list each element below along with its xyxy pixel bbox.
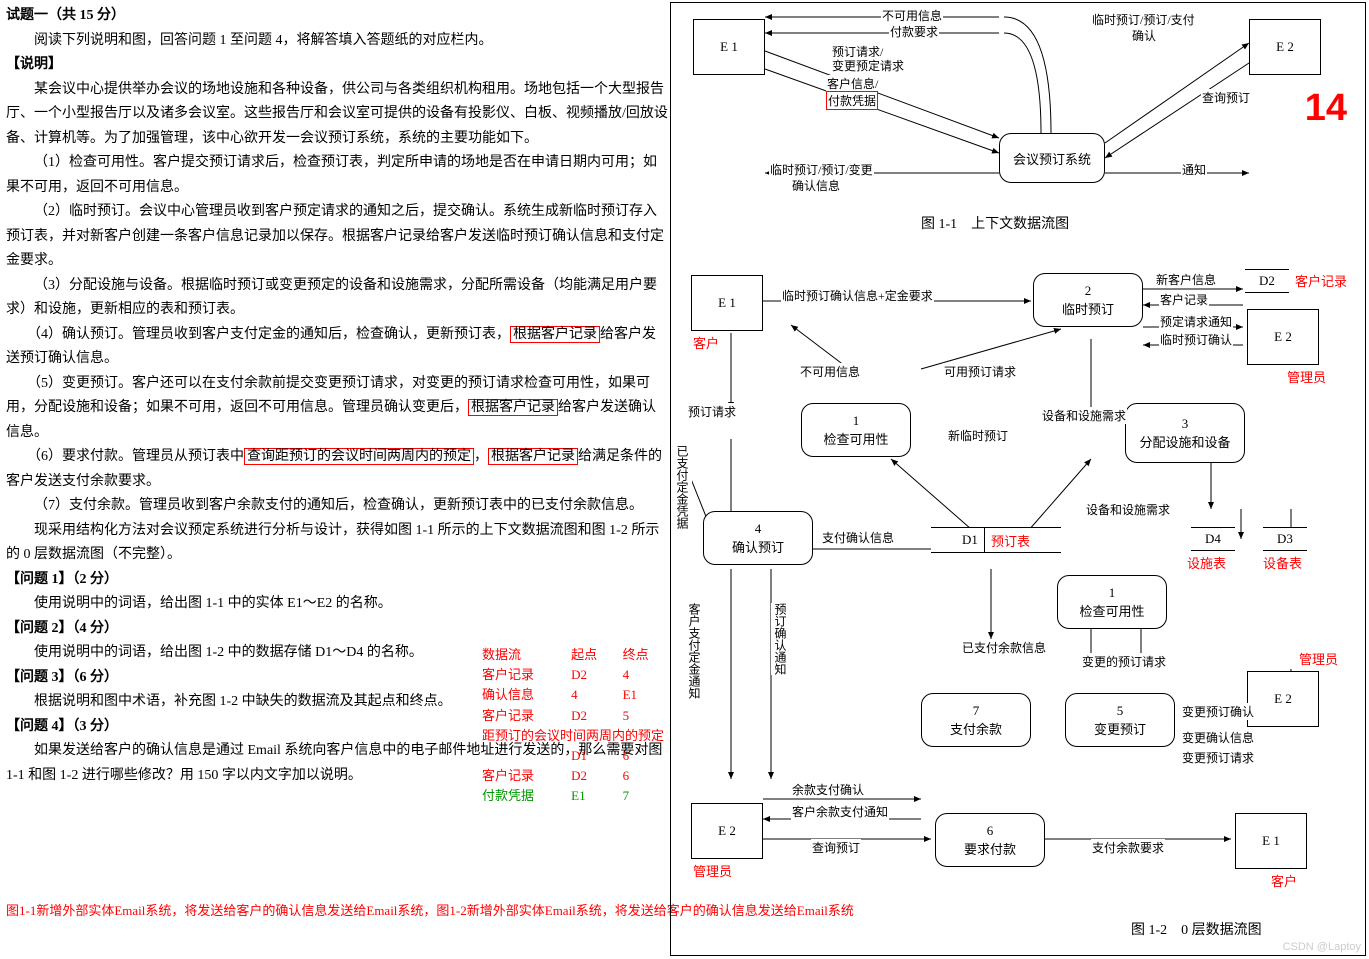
q1-text: 使用说明中的词语，给出图 1-1 中的实体 E1～E2 的名称。 — [6, 592, 668, 617]
fig1-flow: 临时预订/预订/支付 — [1091, 11, 1196, 28]
fig1-flow: 通知 — [1181, 161, 1207, 178]
fig1-entity-e1: E 1 — [693, 19, 765, 75]
fig2-flow: 客户记录 — [1159, 291, 1209, 308]
fig2-d1: D1预订表 — [931, 527, 1061, 553]
para-4b: （4）确认预订。管理员收到客户支付定金的通知后，检查确认，更新预订表，根据客户记… — [6, 323, 668, 372]
fig2-e1b-label: 客户 — [1271, 871, 1297, 890]
para-7: （7）支付余款。管理员收到客户余款支付的通知后，检查确认，更新预订表中的已支付余… — [6, 494, 668, 519]
para-1: 某会议中心提供举办会议的场地设施和各种设备，供公司与各类组织机构租用。场地包括一… — [6, 78, 668, 152]
fig2-d2-name: 客户记录 — [1295, 271, 1347, 290]
fig2-e2-bot: E 2 — [691, 803, 763, 859]
fig2-p1: 1检查可用性 — [801, 403, 911, 457]
para-4a: （3）分配设施与设备。根据临时预订或变更预定的设备和设施需求，分配所需设备（均能… — [6, 274, 668, 323]
fig2-d4: D4 — [1191, 527, 1235, 551]
fig2-flow: 预订确认通知 — [771, 603, 790, 675]
fig2-e2-label: 管理员 — [1287, 367, 1326, 386]
fig2-p2: 2临时预订 — [1033, 273, 1143, 327]
fig2-d4-name: 设施表 — [1187, 553, 1226, 572]
para-6: （6）要求付款。管理员从预订表中查询距预订的会议时间两周内的预定，根据客户记录给… — [6, 445, 668, 494]
fig2-flow: 可用预订请求 — [943, 363, 1017, 380]
fig1-flow: 查询预订 — [1201, 89, 1251, 106]
fig2-flow: 临时预订确认信息+定金要求 — [781, 287, 934, 304]
fig2-e2b-label: 管理员 — [693, 861, 732, 880]
fig2-caption: 图 1-2 0 层数据流图 — [1131, 919, 1262, 939]
fig1-flow: 客户信息/ — [826, 75, 879, 92]
fig2-flow: 变更预订确认 — [1181, 703, 1255, 720]
fig1-flow: 变更预定请求 — [831, 57, 905, 74]
fig2-flow: 余款支付确认 — [791, 781, 865, 798]
fig1-redbox: 付款凭据 — [826, 91, 878, 110]
fig2-e1-bot: E 1 — [1235, 813, 1307, 869]
title: 试题一（共 15 分） — [6, 4, 668, 29]
fig2-flow: 设备和设施需求 — [1041, 407, 1127, 424]
fig2-p5: 5变更预订 — [1065, 693, 1175, 747]
para-3: （2）临时预订。会议中心管理员收到客户预定请求的通知之后，提交确认。系统生成新临… — [6, 200, 668, 274]
fig2-flow: 预定请求通知 — [1159, 313, 1233, 330]
fig2-flow: 支付余款要求 — [1091, 839, 1165, 856]
fig2-flow: 变更确认信息 — [1181, 729, 1255, 746]
right-column: 14 E 1 E 2 会议预订系统 不可用信息 付款要求 预订请求/ 变更预定请… — [670, 2, 1366, 956]
intro: 阅读下列说明和图，回答问题 1 至问题 4，将解答填入答题纸的对应栏内。 — [6, 29, 668, 54]
fig2-flow: 客户支付定金通知 — [685, 603, 704, 699]
fig2-p7: 7支付余款 — [921, 693, 1031, 747]
answer-table: 数据流起点终点 客户记录D24 确认信息4E1 客户记录D25 距预订的会议时间… — [480, 644, 674, 808]
para-5: （5）变更预订。客户还可以在支付余款前提交变更预订请求，对变更的预订请求检查可用… — [6, 372, 668, 446]
score-number: 14 — [1305, 87, 1347, 130]
para-8: 现采用结构化方法对会议预定系统进行分析与设计，获得如图 1-1 所示的上下文数据… — [6, 519, 668, 568]
fig2-e2r-label: 管理员 — [1299, 649, 1338, 668]
fig1-entity-e2: E 2 — [1249, 19, 1321, 75]
para-2: （1）检查可用性。客户提交预订请求后，检查预订表，判定所申请的场地是否在申请日期… — [6, 151, 668, 200]
fig1-flow: 付款要求 — [889, 23, 939, 40]
fig2-e2-right: E 2 — [1247, 671, 1319, 727]
fig2-p3: 3分配设施和设备 — [1125, 403, 1245, 463]
redbox-3: 查询距预订的会议时间两周内的预定 — [244, 448, 474, 465]
fig1-flow: 确认信息 — [791, 177, 841, 194]
fig2-flow: 查询预订 — [811, 839, 861, 856]
fig1-flow: 临时预订/预订/变更 — [769, 161, 874, 178]
redbox-1: 根据客户记录 — [510, 326, 600, 343]
fig2-e1-top: E 1 — [691, 275, 763, 331]
fig1-flow: 不可用信息 — [881, 7, 943, 24]
fig2-flow: 客户余款支付通知 — [791, 803, 889, 820]
fig2-d3: D3 — [1263, 527, 1307, 551]
fig2-flow: 临时预订确认 — [1159, 331, 1233, 348]
fig2-e2-top: E 2 — [1247, 309, 1319, 365]
fig2-flow: 新客户信息 — [1155, 271, 1217, 288]
q2-heading: 【问题 2】（4 分） — [6, 617, 668, 642]
fig2-d3-name: 设备表 — [1263, 553, 1302, 572]
fig1-caption: 图 1-1 上下文数据流图 — [921, 213, 1069, 233]
fig2-p4: 4确认预订 — [703, 511, 813, 565]
section-label: 【说明】 — [6, 53, 668, 78]
fig2-flow: 变更预订请求 — [1181, 749, 1255, 766]
fig2-flow: 已支付余款信息 — [961, 639, 1047, 656]
fig2-flow: 新临时预订 — [947, 427, 1009, 444]
fig2-flow: 预订请求 — [687, 403, 737, 420]
redbox-4: 根据客户记录 — [488, 448, 578, 465]
fig1-flow: 确认 — [1131, 27, 1157, 44]
fig2-flow: 支付确认信息 — [821, 529, 895, 546]
redbox-2: 根据客户记录 — [468, 399, 558, 416]
watermark: CSDN @Laptoy — [1283, 941, 1361, 953]
fig2-p6: 6要求付款 — [935, 813, 1045, 867]
fig2-flow: 已支付定金凭据 — [673, 445, 692, 529]
fig2-flow: 设备和设施需求 — [1085, 501, 1171, 518]
fig2-d2: D2 — [1245, 269, 1289, 293]
fig2-e1-label: 客户 — [693, 333, 719, 352]
fig2-flow: 变更的预订请求 — [1081, 653, 1167, 670]
fig2-p1b: 1检查可用性 — [1057, 575, 1167, 629]
fig2-flow: 不可用信息 — [799, 363, 861, 380]
fig1-process: 会议预订系统 — [999, 133, 1105, 183]
q1-heading: 【问题 1】（2 分） — [6, 568, 668, 593]
